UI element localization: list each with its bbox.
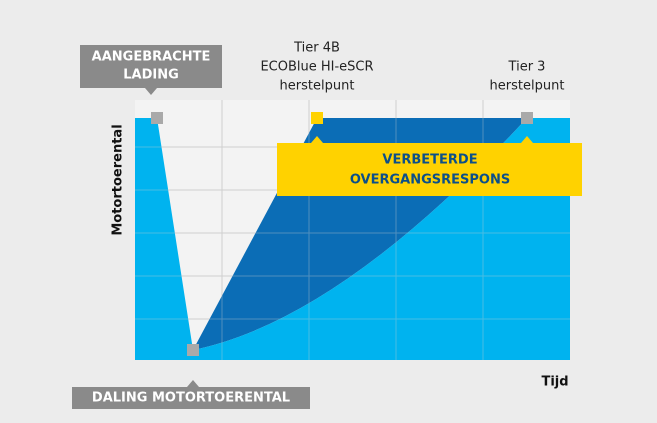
rpm-drop-box — [72, 380, 310, 409]
label: DALING MOTORTOERENTAL — [92, 391, 290, 406]
marker — [187, 344, 199, 356]
label: herstelpunt — [280, 79, 355, 94]
marker — [311, 112, 323, 124]
tier3-response-area — [135, 118, 570, 360]
label: AANGEBRACHTE — [92, 50, 211, 65]
label: Tier 4B — [293, 41, 340, 56]
label: ECOBlue HI-eSCR — [260, 60, 373, 75]
label: VERBETERDE — [382, 153, 477, 168]
y-axis-label: Motortoerental — [111, 124, 126, 235]
marker — [151, 112, 163, 124]
label: OVERGANGSRESPONS — [350, 173, 510, 188]
label: herstelpunt — [490, 79, 565, 94]
applied-load-box — [80, 45, 222, 95]
label: LADING — [123, 68, 179, 83]
x-axis-label: Tijd — [541, 375, 568, 390]
improved-box — [277, 136, 582, 196]
label: Tier 3 — [508, 60, 546, 75]
marker — [521, 112, 533, 124]
